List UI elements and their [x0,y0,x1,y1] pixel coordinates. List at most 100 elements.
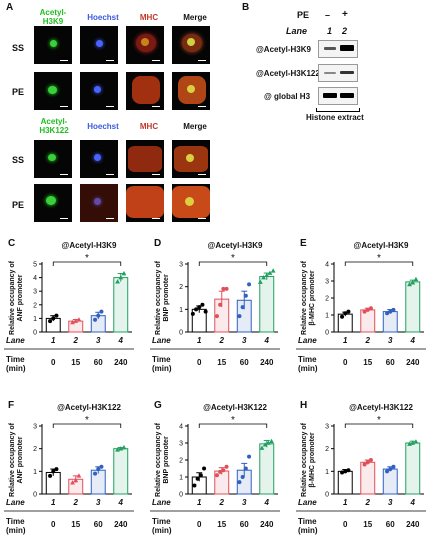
time-value: 15 [217,520,226,529]
data-point [194,307,199,312]
data-point [190,311,195,316]
time-value: 240 [260,358,274,367]
data-point [237,314,242,319]
panel-a-label: A [6,2,14,13]
blot-band [324,72,336,74]
y-tick-label: 1 [325,469,329,476]
y-tick-label: 5 [33,262,37,269]
data-point [413,439,419,444]
panel-label: E [300,238,307,249]
bar [113,448,129,495]
header-merge: Merge [183,13,207,22]
micrograph [34,184,72,222]
data-point [70,480,75,485]
y-axis-label: β-MHC promoter [309,270,316,325]
data-point [48,473,53,478]
bracket [316,108,360,112]
chart-panel-d: D @Acetyl-H3K9 Relative occupancy of BNP pr… [150,238,280,373]
significance-bracket [52,261,122,266]
data-point [362,309,367,314]
blot-band [340,71,354,74]
time-value: 15 [217,358,226,367]
pe-label: PE [297,10,310,20]
data-point [224,464,229,469]
lane-number: 3 [96,498,101,507]
lane-number: 4 [410,336,416,345]
lane-label: Lane [152,336,171,345]
chart-title: @Acetyl-H3K9 [208,241,263,250]
data-point [224,286,229,291]
chart-title: @Acetyl-H3K9 [354,241,409,250]
time-value: 0 [51,358,56,367]
data-point [243,466,248,471]
data-point [388,309,393,314]
micrograph [80,140,118,178]
lane-number: 2 [219,336,225,345]
time-value: 240 [114,520,128,529]
micrograph [34,72,72,110]
bar [382,311,398,333]
data-point [261,275,266,280]
lane-number: 4 [264,336,270,345]
panel-label: D [154,238,161,249]
lane-number: 1 [197,498,202,507]
y-axis-label: BNP promoter [163,274,170,322]
data-point [76,317,82,322]
time-value: 60 [386,358,395,367]
data-point [99,464,104,469]
lane-label: Lane [298,336,317,345]
data-point [118,275,124,280]
data-point [200,302,205,307]
lane-number: 1 [343,336,348,345]
y-tick-label: 0 [325,330,329,337]
data-point [218,469,223,474]
y-tick-label: 4 [33,275,37,282]
bar [405,442,421,495]
chart-panel-f: F @Acetyl-H3K122 Relative occupancy of ANF … [4,400,134,535]
data-point [73,477,79,483]
time-value: 60 [386,520,395,529]
data-point [99,309,104,314]
time-value: 15 [363,358,372,367]
bar [337,470,353,495]
significance-star: * [377,253,381,264]
header-mhc: MHC [139,13,159,22]
data-point [48,319,53,324]
micrograph [126,72,164,110]
data-point [115,447,120,452]
data-point [391,464,396,469]
data-point [410,280,416,285]
data-point [391,307,396,312]
data-point [407,441,412,446]
data-point [118,446,124,451]
micrograph [80,72,118,110]
y-axis-label: Relative occupancy of [301,260,308,335]
header-hoechst: Hoechst [87,13,119,22]
data-point [413,276,419,282]
panel-label: C [8,238,15,249]
header-acetyl-h3k122: Acetyl- H3K122 [39,117,69,135]
data-point [243,293,248,298]
data-point [346,468,351,473]
bar [113,277,129,333]
y-tick-label: 1 [33,469,37,476]
significance-bracket [344,423,414,428]
y-axis-label: Relative occupancy of [301,422,308,497]
time-value: 0 [51,520,56,529]
data-point [388,467,393,472]
y-tick-label: 2 [179,284,183,291]
significance-star: * [231,253,235,264]
blot-strip-global-h3 [318,87,358,105]
data-point [262,442,268,447]
bar [382,468,398,495]
time-label: Time [298,355,317,364]
header-merge-2: Merge [183,122,207,131]
blot-band [340,45,354,51]
bar [360,461,376,495]
significance-star: * [377,415,381,426]
data-point [365,307,370,312]
data-point [270,268,276,273]
histone-extract-label: Histone extract [306,113,364,122]
lane-number: 1 [343,498,348,507]
data-point [214,314,219,319]
